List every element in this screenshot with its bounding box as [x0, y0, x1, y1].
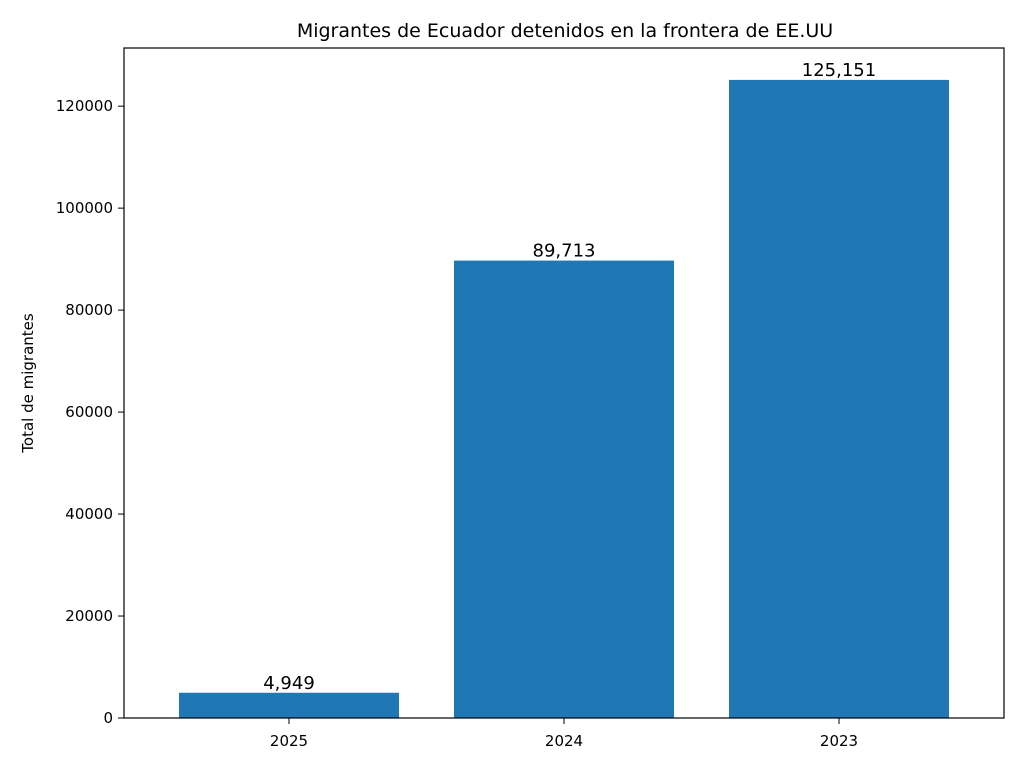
bar-2024 [454, 260, 674, 718]
y-tick-label: 0 [103, 709, 113, 727]
bars [179, 79, 949, 718]
data-labels: 4,949 89,713 125,151 [263, 60, 876, 694]
x-axis: 2025 2024 2023 [270, 718, 858, 750]
x-tick-label: 2023 [820, 732, 858, 750]
y-tick-label: 80000 [65, 301, 113, 319]
bar-2025 [179, 692, 399, 718]
plot-frame [123, 47, 1005, 719]
x-tick-label: 2025 [270, 732, 308, 750]
data-label: 125,151 [802, 60, 876, 81]
y-tick-label: 40000 [65, 505, 113, 523]
data-label: 4,949 [263, 673, 315, 694]
y-axis: 0 20000 40000 60000 80000 100000 120000 [56, 97, 124, 727]
chart-title: Migrantes de Ecuador detenidos en la fro… [297, 20, 833, 42]
bar-2023 [729, 79, 949, 718]
y-tick-label: 100000 [56, 199, 113, 217]
x-tick-label: 2024 [545, 732, 583, 750]
y-tick-label: 20000 [65, 607, 113, 625]
y-axis-label: Total de migrantes [19, 313, 37, 454]
y-tick-label: 120000 [56, 97, 113, 115]
data-label: 89,713 [533, 241, 596, 262]
y-tick-label: 60000 [65, 403, 113, 421]
